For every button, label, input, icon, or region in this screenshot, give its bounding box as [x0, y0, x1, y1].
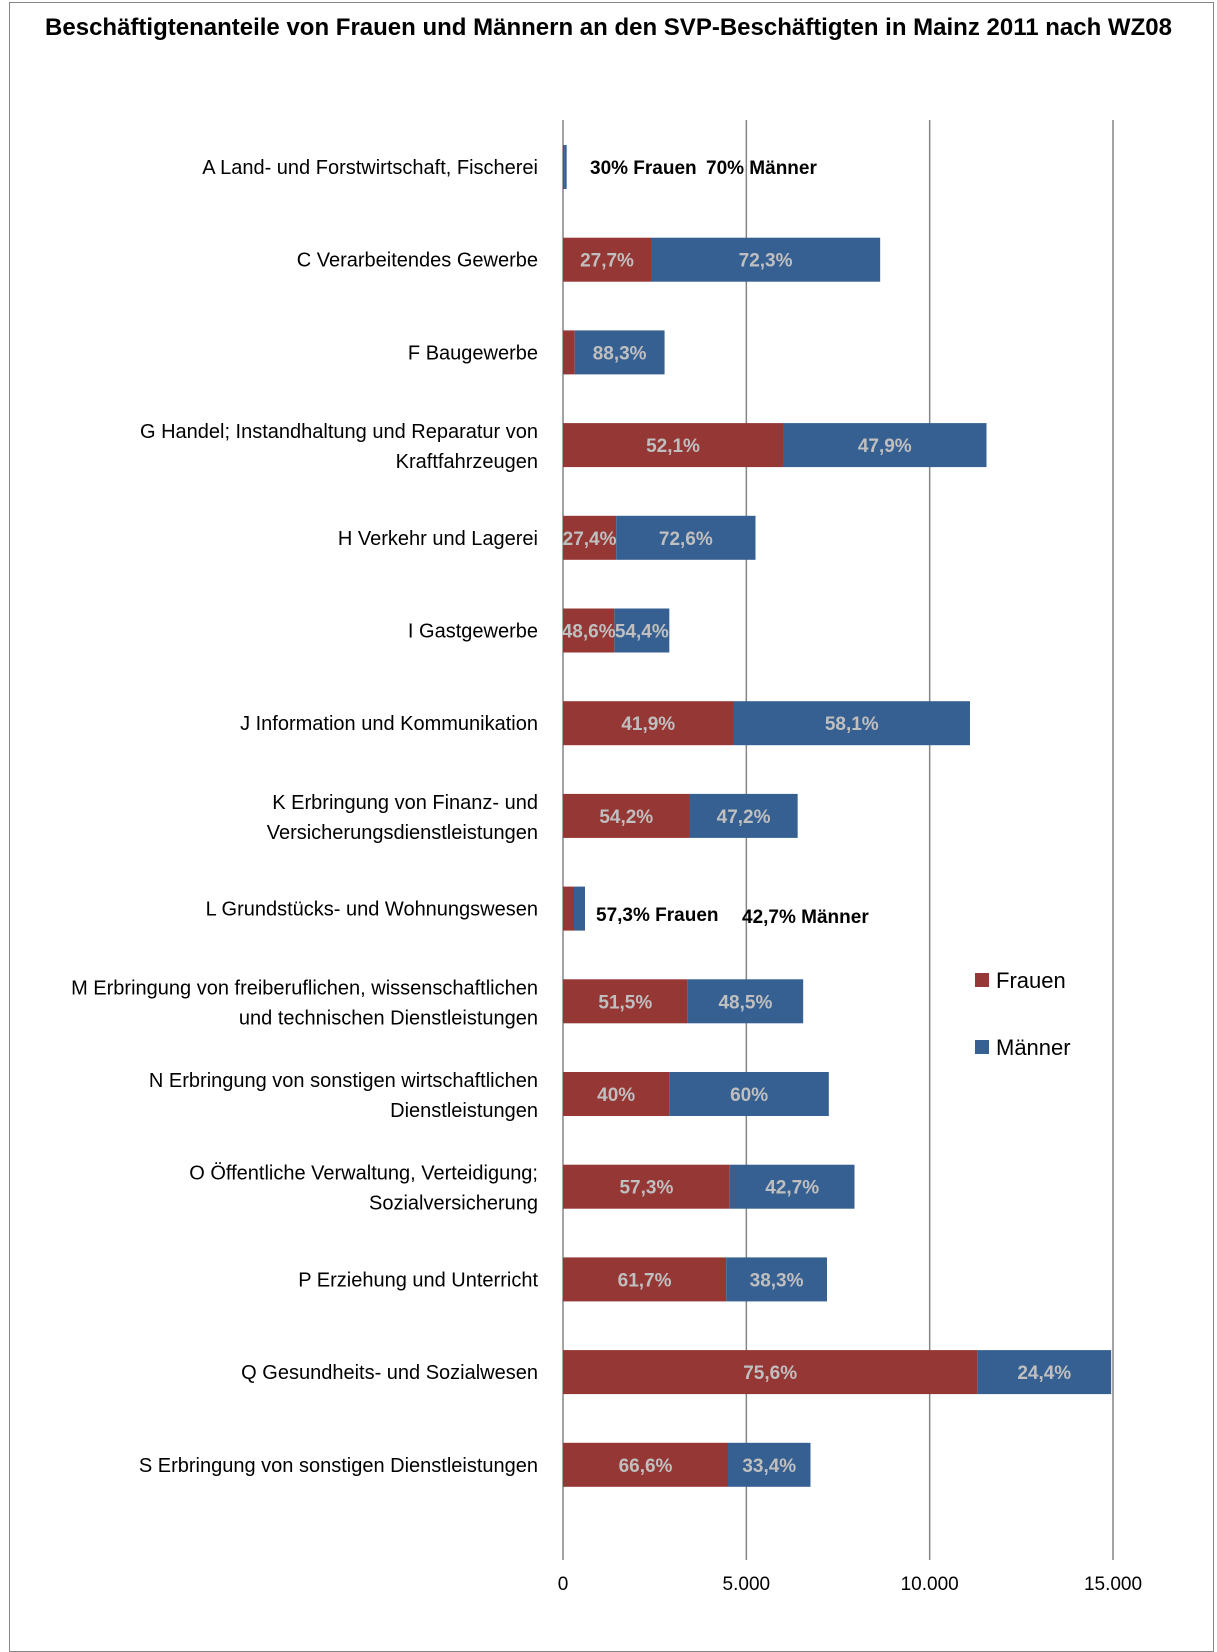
data-label-frauen: 40% [597, 1085, 635, 1106]
bar-maenner [687, 979, 804, 1024]
bar-frauen [563, 330, 575, 375]
x-tick-label: 5.000 [723, 1574, 771, 1595]
data-label-maenner: 72,3% [739, 251, 793, 272]
data-label-frauen: 51,5% [598, 992, 652, 1013]
bar-frauen [563, 1072, 670, 1116]
x-tick-label: 15.000 [1084, 1574, 1142, 1595]
data-label-maenner: 48,5% [718, 992, 772, 1013]
category-label: L Grundstücks- und Wohnungswesen [206, 899, 538, 921]
bar-maenner [689, 793, 798, 838]
category-label: I Gastgewerbe [408, 621, 538, 643]
data-label-frauen: 52,1% [646, 436, 700, 457]
data-label-maenner: 54,4% [615, 622, 669, 643]
data-label-frauen: 66,6% [619, 1456, 673, 1477]
bar-frauen [563, 1350, 978, 1395]
data-label-maenner: 47,2% [717, 807, 771, 828]
category-label: F Baugewerbe [408, 342, 538, 364]
category-label: M Erbringung von freiberuflichen, wissen… [71, 977, 538, 1029]
data-label-frauen: 27,4% [563, 529, 617, 550]
bar-frauen [563, 608, 615, 653]
legend-label: Frauen [996, 968, 1066, 993]
bar-frauen [563, 1442, 728, 1487]
annotation-label: 70% Männer [706, 158, 817, 179]
bar-maenner [616, 515, 756, 560]
data-label-maenner: 47,9% [858, 436, 912, 457]
data-label-frauen: 27,7% [580, 251, 634, 272]
data-label-frauen: 57,3% [619, 1178, 673, 1199]
data-label-frauen: 61,7% [618, 1270, 672, 1291]
legend-swatch-frauen [975, 973, 989, 987]
data-label-maenner: 88,3% [593, 343, 647, 364]
category-label: K Erbringung von Finanz- und Versicherung… [267, 792, 538, 844]
legend-swatch-maenner [975, 1040, 989, 1054]
data-label-maenner: 33,4% [742, 1456, 796, 1477]
category-label: A Land- und Forstwirtschaft, Fischerei [202, 157, 538, 179]
bar-maenner [728, 1442, 811, 1487]
bar-frauen [563, 1257, 727, 1302]
bar-maenner [977, 1350, 1112, 1395]
bar-frauen [563, 515, 617, 560]
data-label-maenner: 38,3% [750, 1270, 804, 1291]
bar-frauen [563, 423, 783, 468]
bar-frauen [563, 1164, 730, 1209]
category-label: Q Gesundheits- und Sozialwesen [241, 1362, 538, 1384]
data-label-maenner: 58,1% [825, 714, 879, 735]
bar-maenner [669, 1072, 829, 1116]
bar-frauen [563, 145, 565, 189]
category-label: O Öffentliche Verwaltung, Verteidigung; S… [189, 1163, 538, 1215]
bar-maenner [733, 701, 970, 746]
bar-maenner [564, 145, 567, 189]
bar-maenner [651, 237, 881, 282]
x-tick-label: 10.000 [901, 1574, 959, 1595]
category-label: S Erbringung von sonstigen Dienstleistun… [139, 1455, 538, 1477]
bar-maenner [614, 608, 670, 653]
bar-frauen [563, 701, 734, 746]
legend-label: Männer [996, 1035, 1071, 1060]
data-label-maenner: 60% [730, 1085, 768, 1106]
bar-maenner [574, 886, 585, 931]
data-label-frauen: 54,2% [599, 807, 653, 828]
data-label-maenner: 72,6% [659, 529, 713, 550]
category-label: N Erbringung von sonstigen wirtschaftlic… [149, 1070, 538, 1122]
chart-title: Beschäftigtenanteile von Frauen und Männ… [45, 14, 1172, 41]
bar-frauen [563, 886, 574, 931]
bar-maenner [574, 330, 665, 375]
bar-maenner [726, 1257, 827, 1302]
category-label: G Handel; Instandhaltung und Reparatur v… [140, 421, 538, 473]
category-label: P Erziehung und Unterricht [298, 1269, 538, 1291]
data-label-frauen: 75,6% [743, 1363, 797, 1384]
category-label: J Information und Kommunikation [240, 713, 538, 735]
annotation-label: 42,7% Männer [742, 907, 869, 928]
bar-maenner [783, 423, 987, 468]
annotation-label: 30% Frauen [590, 158, 697, 179]
data-label-maenner: 24,4% [1017, 1363, 1071, 1384]
data-label-maenner: 42,7% [765, 1178, 819, 1199]
data-label-frauen: 48,6% [562, 622, 616, 643]
bar-frauen [563, 979, 688, 1024]
bar-frauen [563, 237, 651, 282]
data-label-frauen: 41,9% [621, 714, 675, 735]
category-label: H Verkehr und Lagerei [338, 528, 538, 550]
annotation-label: 57,3% Frauen [596, 905, 719, 926]
bar-maenner [729, 1164, 855, 1209]
category-label: C Verarbeitendes Gewerbe [297, 250, 538, 272]
bar-frauen [563, 793, 690, 838]
x-tick-label: 0 [558, 1574, 569, 1595]
